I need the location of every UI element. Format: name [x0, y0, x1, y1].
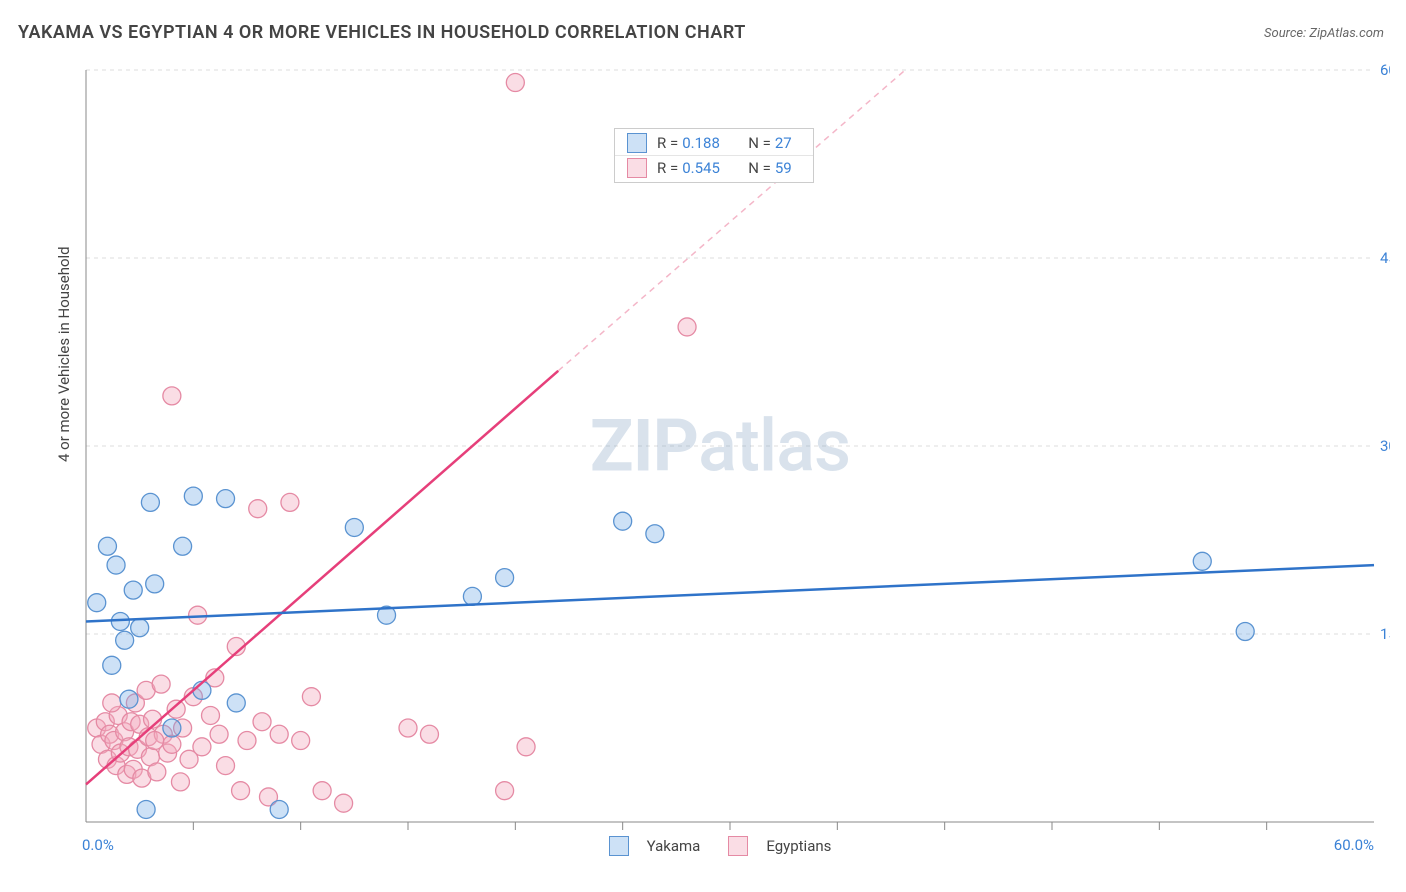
swatch-egyptians: [627, 158, 647, 178]
r-value-egyptians: 0.545: [682, 159, 734, 177]
legend-label-egyptians: Egyptians: [766, 837, 831, 855]
r-label: R =: [657, 159, 678, 177]
n-label: N =: [748, 134, 771, 152]
r-value-yakama: 0.188: [682, 134, 734, 152]
swatch-egyptians-legend: [728, 836, 748, 856]
source-credit: Source: ZipAtlas.com: [1264, 26, 1384, 41]
svg-text:45.0%: 45.0%: [1380, 249, 1390, 267]
swatch-yakama-legend: [609, 836, 629, 856]
stats-row-yakama: R = 0.188 N = 27: [615, 131, 813, 155]
n-label: N =: [748, 159, 771, 177]
legend-label-yakama: Yakama: [647, 837, 701, 855]
svg-text:30.0%: 30.0%: [1380, 437, 1390, 455]
svg-text:60.0%: 60.0%: [1380, 62, 1390, 79]
n-value-egyptians: 59: [775, 159, 801, 177]
svg-text:15.0%: 15.0%: [1380, 625, 1390, 643]
r-label: R =: [657, 134, 678, 152]
correlation-chart: 4 or more Vehicles in Household 0.0%60.0…: [50, 62, 1390, 862]
legend-item-egyptians: Egyptians: [728, 836, 831, 856]
legend-item-yakama: Yakama: [609, 836, 701, 856]
series-legend: Yakama Egyptians: [50, 836, 1390, 856]
y-axis-label: 4 or more Vehicles in Household: [55, 246, 73, 462]
stats-box: R = 0.188 N = 27 R = 0.545 N = 59: [614, 128, 814, 183]
n-value-yakama: 27: [775, 134, 801, 152]
stats-row-egyptians: R = 0.545 N = 59: [615, 155, 813, 180]
chart-title: YAKAMA VS EGYPTIAN 4 OR MORE VEHICLES IN…: [18, 22, 746, 43]
swatch-yakama: [627, 133, 647, 153]
